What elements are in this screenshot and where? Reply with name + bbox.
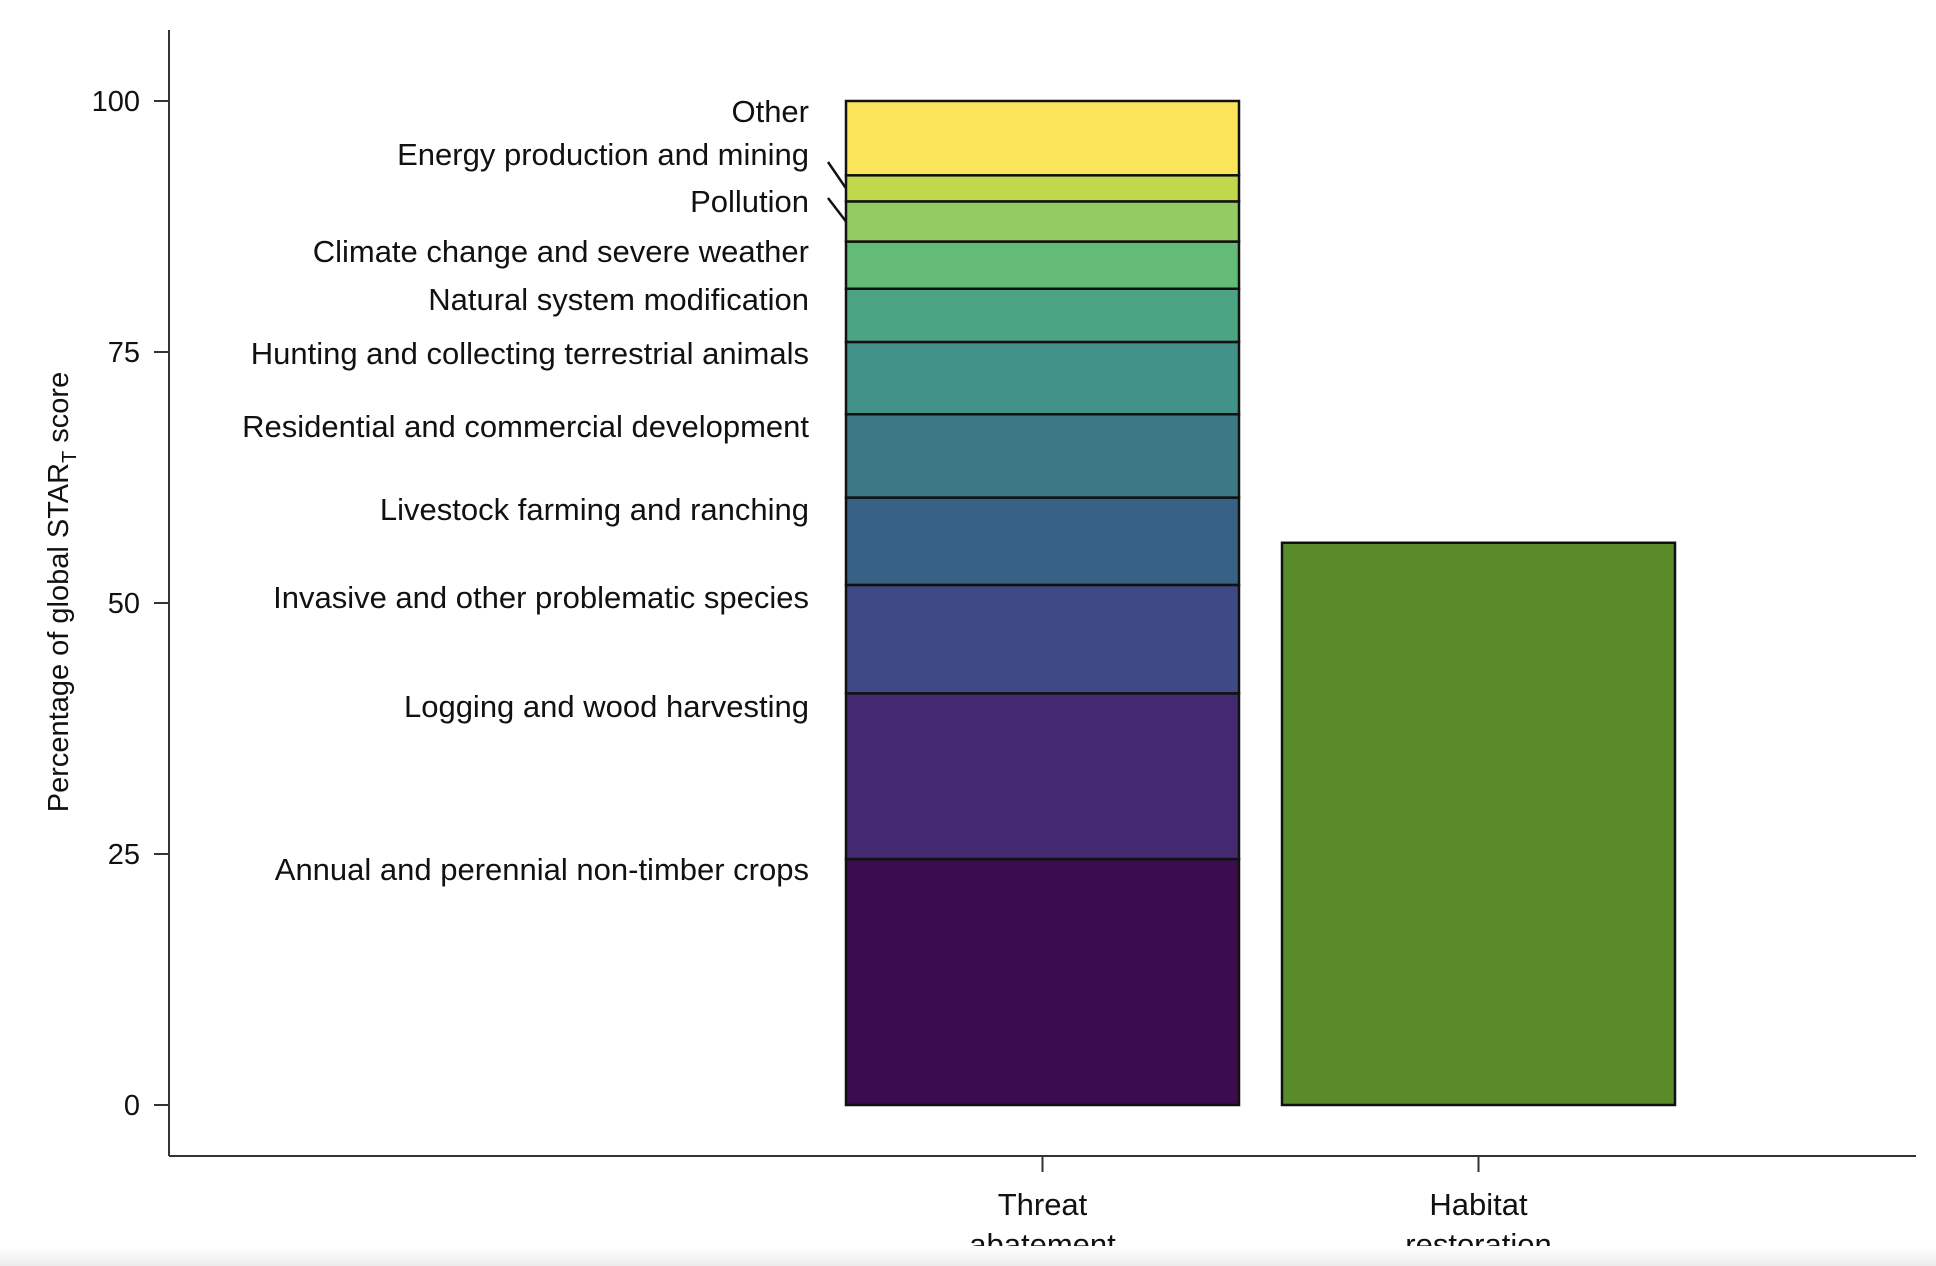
bar-segment xyxy=(844,174,1241,203)
y-tick-label: 100 xyxy=(92,86,140,118)
y-tick-label: 75 xyxy=(108,337,140,369)
bar-segment xyxy=(844,583,1241,695)
y-axis-title-suffix: score xyxy=(43,372,75,451)
segment-labels: Annual and perennial non-timber crops Log… xyxy=(242,94,848,887)
bar-segment xyxy=(844,200,1241,243)
bar-segment xyxy=(844,857,1241,1107)
segment-label: Other xyxy=(731,94,809,129)
habitat-restoration-bar xyxy=(1280,541,1677,1107)
segment-label: Pollution xyxy=(690,184,809,219)
segment-label: Annual and perennial non-timber crops xyxy=(275,852,809,887)
y-axis-title-subscript: T xyxy=(59,451,81,463)
segment-label: Natural system modification xyxy=(428,282,809,317)
bar-segment xyxy=(844,412,1241,499)
segment-label: Residential and commercial development xyxy=(242,409,809,444)
segment-label: Livestock farming and ranching xyxy=(380,492,809,527)
y-ticks: 0 25 50 75 100 xyxy=(92,86,169,1122)
y-tick-label: 0 xyxy=(124,1090,140,1122)
y-axis-title: Percentage of global START score xyxy=(43,372,81,812)
window-bottom-shade xyxy=(0,1246,1936,1266)
y-axis-title-main: Percentage of global STAR xyxy=(43,463,75,812)
segment-label: Climate change and severe weather xyxy=(313,234,809,269)
y-tick-label: 50 xyxy=(108,588,140,620)
bar-segment xyxy=(844,240,1241,290)
leader-line xyxy=(827,197,847,223)
segment-label: Invasive and other problematic species xyxy=(273,580,809,615)
habitat-restoration-bar-group xyxy=(1280,541,1677,1107)
segment-label: Energy production and mining xyxy=(397,137,809,172)
segment-label: Hunting and collecting terrestrial anima… xyxy=(251,336,809,371)
bar-segment xyxy=(844,287,1241,344)
threat-abatement-stack xyxy=(844,99,1241,1107)
bar-segment xyxy=(844,340,1241,416)
bar-segment xyxy=(844,692,1241,861)
leader-line xyxy=(826,161,848,190)
bar-segment xyxy=(844,99,1241,177)
y-tick-label: 25 xyxy=(108,839,140,871)
segment-label: Logging and wood harvesting xyxy=(404,689,809,724)
bar-segment xyxy=(844,496,1241,587)
